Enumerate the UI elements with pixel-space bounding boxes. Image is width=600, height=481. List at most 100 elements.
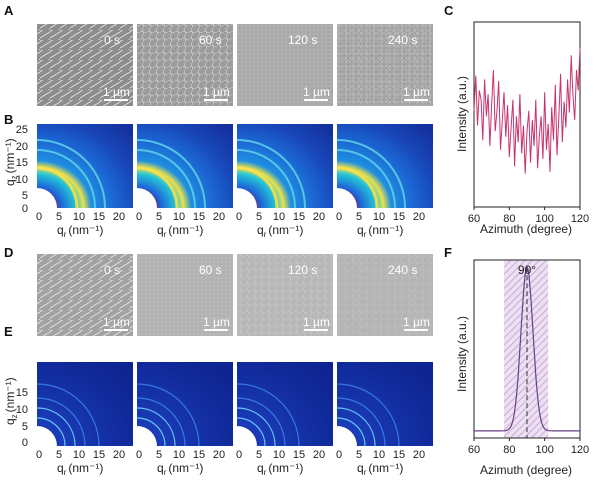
xtick: 0 [36,449,42,461]
diffraction-ring [336,166,379,209]
diffraction-ring [236,383,300,447]
ytick: 25 [16,124,28,136]
giwaxs-xlabel: qr (nm⁻¹) [357,223,403,239]
scale-bar-label: 1 µm [303,85,330,99]
xtick-label: 120 [571,444,589,456]
xtick: 0 [336,449,342,461]
giwaxs-pattern: 0 5 10 15 20 qr (nm⁻¹) [336,362,433,477]
giwaxs-xlabel: qr (nm⁻¹) [57,223,103,239]
xtick: 10 [373,211,385,223]
giwaxs-e-yticks: 15 10 5 0 [16,387,28,449]
diffraction-ring [236,149,296,209]
beamstop-shadow [337,426,357,446]
sem-time-label: 0 s [104,263,120,277]
xtick: 10 [173,211,185,223]
xtick: 5 [56,211,62,223]
sem-image-a-60s: 60 s 1 µm [137,24,233,106]
sem-image-d-120s: 120 s 1 µm [237,254,333,336]
scale-bar-label: 1 µm [203,315,230,329]
diffraction-ring [36,407,76,447]
giwaxs-pattern: 0 5 10 15 20 qr (nm⁻¹) [236,124,333,239]
giwaxs-e-ylabel: qz(nm⁻¹) [3,377,19,425]
xtick: 0 [336,211,342,223]
xtick: 15 [293,449,305,461]
panel-label-f: F [444,245,452,260]
sem-image-d-60s: 60 s 1 µm [137,254,233,336]
xtick: 15 [93,211,105,223]
ytick: 10 [16,404,28,416]
sem-time-label: 240 s [388,263,417,277]
chart-f-xlabel: Azimuth (degree) [480,463,572,477]
chart-f: Intensity (a.u.) Azimuth (degree) 60 80 10… [455,259,589,477]
beamstop-shadow [137,426,157,446]
diffraction-ring [36,397,86,447]
giwaxs-pattern: 0 5 10 15 20 qr (nm⁻¹) [136,124,233,239]
xtick: 20 [313,211,325,223]
xtick: 15 [293,211,305,223]
beamstop-shadow [37,426,57,446]
diffraction-ring [336,383,400,447]
xtick: 15 [393,449,405,461]
giwaxs-pattern: 0 5 10 15 20 qr (nm⁻¹) [136,362,233,477]
giwaxs-b-ylabel: qz(nm⁻¹) [3,138,19,186]
beamstop-shadow [137,188,157,208]
xtick: 0 [236,211,242,223]
xtick-label: 60 [468,213,480,225]
panel-label-a: A [4,3,14,18]
xtick: 20 [213,449,225,461]
giwaxs-pattern: 0 5 10 15 20 qr (nm⁻¹) [236,362,333,477]
ytick: 15 [16,157,28,169]
sem-image-a-120s: 120 s 1 µm [237,24,333,106]
xtick: 5 [256,211,262,223]
beamstop-shadow [337,188,357,208]
diffraction-ring [136,383,200,447]
chart-f-series-line [474,265,580,432]
diffraction-ring [36,417,66,447]
xtick: 0 [36,211,42,223]
xtick: 0 [136,449,142,461]
diffraction-ring [36,149,96,209]
sem-row-a: 0 s 1 µm 60 s 1 µm 120 s 1 µm 240 s 1 µm [37,24,433,106]
diffraction-ring [336,139,406,209]
chart-c-series-line [473,47,581,174]
giwaxs-xlabel: qr (nm⁻¹) [257,223,303,239]
giwaxs-xlabel: qr (nm⁻¹) [257,461,303,477]
chart-c: Intensity (a.u.) Azimuth (degree) 60 80 10… [455,21,589,236]
xtick-label: 100 [535,444,553,456]
sem-image-d-240s: 240 s 1 µm [337,254,433,336]
xtick: 10 [273,211,285,223]
xtick: 0 [236,449,242,461]
xtick: 20 [413,211,425,223]
diffraction-ring [236,166,279,209]
chart-f-shaded-fill [504,260,549,438]
diffraction-ring [136,149,196,209]
chart-f-peak-label: 90° [518,263,536,277]
sem-time-label: 120 s [288,263,317,277]
chart-c-ylabel: Intensity (a.u.) [455,76,469,152]
xtick: 10 [173,449,185,461]
giwaxs-pattern: 0 5 10 15 20 qr (nm⁻¹) [36,362,133,477]
ytick: 20 [16,141,28,153]
scale-bar-label: 1 µm [203,85,230,99]
diffraction-ring [236,407,276,447]
xtick: 10 [73,211,85,223]
xtick: 15 [193,449,205,461]
sem-time-label: 60 s [199,263,222,277]
xtick-label: 100 [535,213,553,225]
xtick: 10 [373,449,385,461]
beamstop-shadow [37,188,57,208]
ytick: 10 [16,174,28,186]
sem-time-label: 240 s [388,33,417,47]
ytick: 0 [22,437,28,449]
diffraction-ring [136,407,176,447]
panel-label-c: C [444,3,454,18]
xtick: 5 [356,449,362,461]
ytick: 0 [22,203,28,215]
diffraction-ring [236,417,266,447]
xtick-label: 80 [503,213,515,225]
xtick-label: 120 [571,213,589,225]
diffraction-ring [136,417,166,447]
xtick-label: 80 [503,444,515,456]
chart-f-shaded-region [504,260,549,438]
